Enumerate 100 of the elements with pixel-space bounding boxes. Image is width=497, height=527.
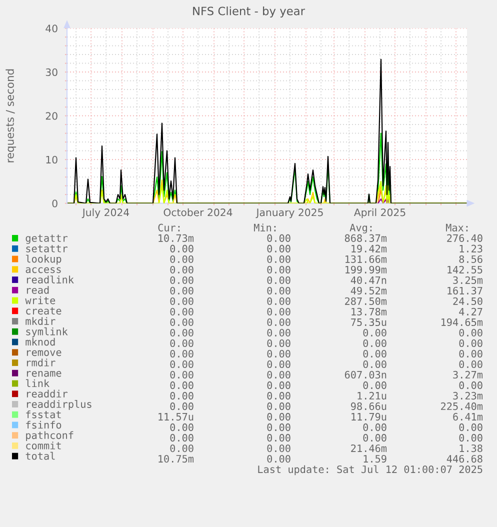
text: 868.37m — [344, 234, 387, 242]
legend-label: readdir — [26, 390, 68, 398]
text: 0.00 — [170, 266, 194, 274]
legend-label: mknod — [26, 338, 55, 346]
legend-label: mkdir — [26, 317, 56, 325]
text: 0.00 — [170, 381, 194, 390]
y-tick-label: 0 — [52, 200, 58, 208]
text: 0.00 — [170, 276, 194, 284]
text: Min: — [254, 224, 276, 232]
text: 0.00 — [459, 423, 482, 432]
text: 6.41m — [453, 412, 483, 421]
text: 10.73m — [158, 234, 194, 242]
text: 24.50 — [453, 297, 482, 306]
text: 0.00 — [363, 339, 386, 348]
legend-label: total — [26, 452, 55, 460]
text: 0.00 — [267, 370, 290, 379]
text: 0.00 — [170, 350, 194, 358]
text: 1.21u — [358, 392, 386, 400]
text: 0.00 — [363, 423, 386, 432]
legend-label: read — [26, 286, 49, 294]
text: 0.00 — [170, 444, 194, 452]
legend-label: readdirplus — [26, 400, 92, 410]
text: 1.38 — [460, 444, 482, 452]
legend-label: link — [26, 379, 50, 388]
text: 0.00 — [459, 350, 482, 358]
text: 0.00 — [267, 276, 290, 284]
text: 0.00 — [170, 244, 194, 252]
x-tick-label: April 2025 — [354, 208, 406, 218]
legend-label: lookup — [26, 254, 62, 265]
text: 446.68 — [446, 454, 482, 463]
text: 0.00 — [267, 454, 290, 463]
text: 0.00 — [267, 412, 290, 421]
text: 0.00 — [170, 318, 194, 326]
text: 276.40 — [447, 234, 482, 242]
legend-label: commit — [26, 442, 61, 450]
text: 0.00 — [267, 318, 290, 326]
legend-label: fsstat — [26, 410, 61, 418]
text: 0.00 — [267, 297, 290, 306]
text: 161.37 — [448, 286, 482, 295]
legend-label: access — [26, 267, 61, 274]
text: 0.00 — [170, 434, 194, 442]
text: 0.00 — [459, 339, 482, 348]
text: 0.00 — [170, 297, 194, 306]
text: 0.00 — [267, 402, 290, 410]
text: 0.00 — [170, 423, 194, 432]
text: 199.99m — [345, 266, 387, 274]
text: 0.00 — [459, 360, 482, 368]
text: 1.59 — [364, 454, 386, 463]
text: 142.55 — [448, 266, 482, 274]
text: 98.66u — [351, 402, 386, 410]
y-tick-label: 20 — [46, 112, 58, 120]
text: 0.00 — [363, 328, 386, 337]
text: 0.00 — [170, 370, 194, 379]
text: 1.23 — [460, 244, 482, 252]
text: 40.47n — [350, 276, 386, 284]
text: 0.00 — [170, 286, 194, 295]
chart-title: NFS Client - by year — [193, 6, 306, 18]
text: 0.00 — [267, 444, 290, 452]
text: 3.25m — [453, 276, 483, 284]
text: 0.00 — [267, 392, 290, 400]
text: 0.00 — [459, 328, 482, 337]
text: 0.00 — [363, 350, 386, 358]
text: 0.00 — [267, 328, 290, 337]
text: 607.03n — [344, 370, 386, 379]
legend-label: pathconf — [26, 431, 74, 442]
text: 11.79u — [352, 412, 386, 421]
text: 49.52m — [350, 286, 387, 295]
text: Avg: — [350, 224, 372, 234]
text: Cur: — [158, 224, 180, 232]
y-tick-label: 10 — [46, 156, 58, 164]
legend-label: symlink — [26, 327, 68, 338]
text: 0.00 — [459, 434, 482, 442]
legend-label: rename — [26, 371, 62, 377]
text: 0.00 — [267, 266, 290, 274]
text: 0.00 — [170, 392, 194, 400]
legend-label: create — [26, 307, 62, 315]
text: 287.50m — [345, 297, 387, 306]
text: 10.75m — [158, 454, 194, 463]
text: 75.35u — [351, 318, 386, 326]
y-tick-label: 40 — [46, 24, 58, 32]
text: 0.00 — [267, 350, 290, 358]
text: 0.00 — [267, 434, 290, 442]
text: 0.00 — [267, 308, 290, 316]
text: 0.00 — [267, 339, 290, 348]
x-tick-label: October 2024 — [164, 208, 232, 216]
text: 194.65m — [441, 318, 483, 326]
text: 4.27 — [459, 308, 482, 316]
text: 0.00 — [267, 381, 290, 390]
text: 0.00 — [267, 244, 290, 252]
text: 3.23m — [453, 392, 483, 400]
text: 0.00 — [267, 360, 290, 368]
text: 0.00 — [267, 255, 290, 263]
x-tick-label: January 2025 — [256, 208, 323, 218]
text: 0.00 — [267, 286, 290, 295]
text: Max: — [446, 224, 468, 232]
text: 0.00 — [363, 381, 386, 390]
text: 21.46m — [351, 444, 387, 452]
legend-label: write — [25, 296, 56, 304]
legend-label: readlink — [26, 276, 74, 284]
text: 0.00 — [170, 402, 194, 410]
